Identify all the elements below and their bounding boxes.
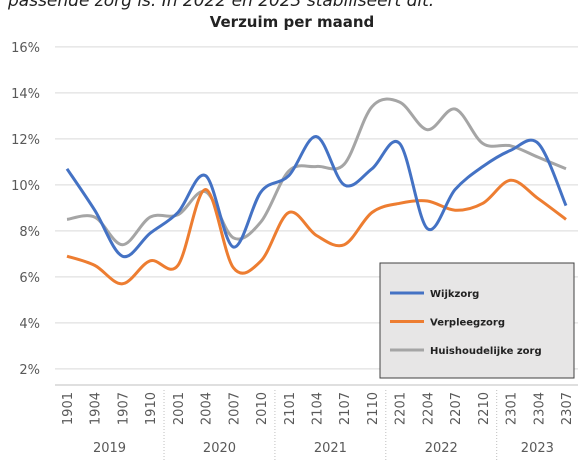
year-label: 2021 (314, 441, 347, 456)
year-label: 2022 (425, 441, 458, 456)
x-tick-label: 2001 (172, 392, 187, 425)
year-label: 2023 (521, 441, 554, 456)
legend-label: Wijkzorg (430, 289, 479, 300)
x-tick-label: 2210 (477, 392, 492, 425)
y-tick-label: 16% (11, 41, 40, 56)
x-tick-label: 1910 (144, 392, 159, 425)
chart-title: Verzuim per maand (210, 13, 375, 31)
legend-label: Huishoudelijke zorg (430, 346, 542, 357)
y-tick-label: 6% (19, 271, 40, 286)
series-line (65, 135, 568, 259)
legend-label: Verpleegzorg (430, 318, 505, 329)
y-tick-label: 4% (19, 317, 40, 332)
y-tick-label: 2% (19, 363, 40, 378)
x-tick-label: 2301 (505, 392, 520, 425)
year-label: 2020 (203, 441, 236, 456)
x-tick-label: 2007 (227, 392, 242, 425)
year-label: 2019 (93, 441, 126, 456)
x-tick-label: 2207 (449, 392, 464, 425)
x-tick-label: 2110 (366, 392, 381, 425)
series-line (66, 178, 567, 286)
x-tick-label: 2107 (338, 392, 353, 425)
y-tick-label: 8% (19, 225, 40, 240)
y-tick-label: 14% (11, 87, 40, 102)
x-tick-label: 1904 (89, 392, 104, 425)
x-tick-label: 2304 (532, 392, 547, 425)
x-tick-label: 2104 (311, 392, 326, 425)
x-tick-label: 2204 (421, 392, 436, 425)
y-tick-label: 12% (11, 133, 40, 148)
caption: passende zorg is. In 2022 en 2023 stabil… (7, 0, 434, 11)
x-tick-label: 2101 (283, 392, 298, 425)
x-tick-label: 1901 (61, 392, 76, 425)
x-tick-label: 2004 (200, 392, 215, 425)
x-tick-label: 2010 (255, 392, 270, 425)
x-tick-label: 1907 (116, 392, 131, 425)
series-line (66, 97, 567, 247)
y-tick-label: 10% (11, 179, 40, 194)
x-tick-label: 2201 (394, 392, 409, 425)
x-tick-label: 2307 (560, 392, 575, 425)
